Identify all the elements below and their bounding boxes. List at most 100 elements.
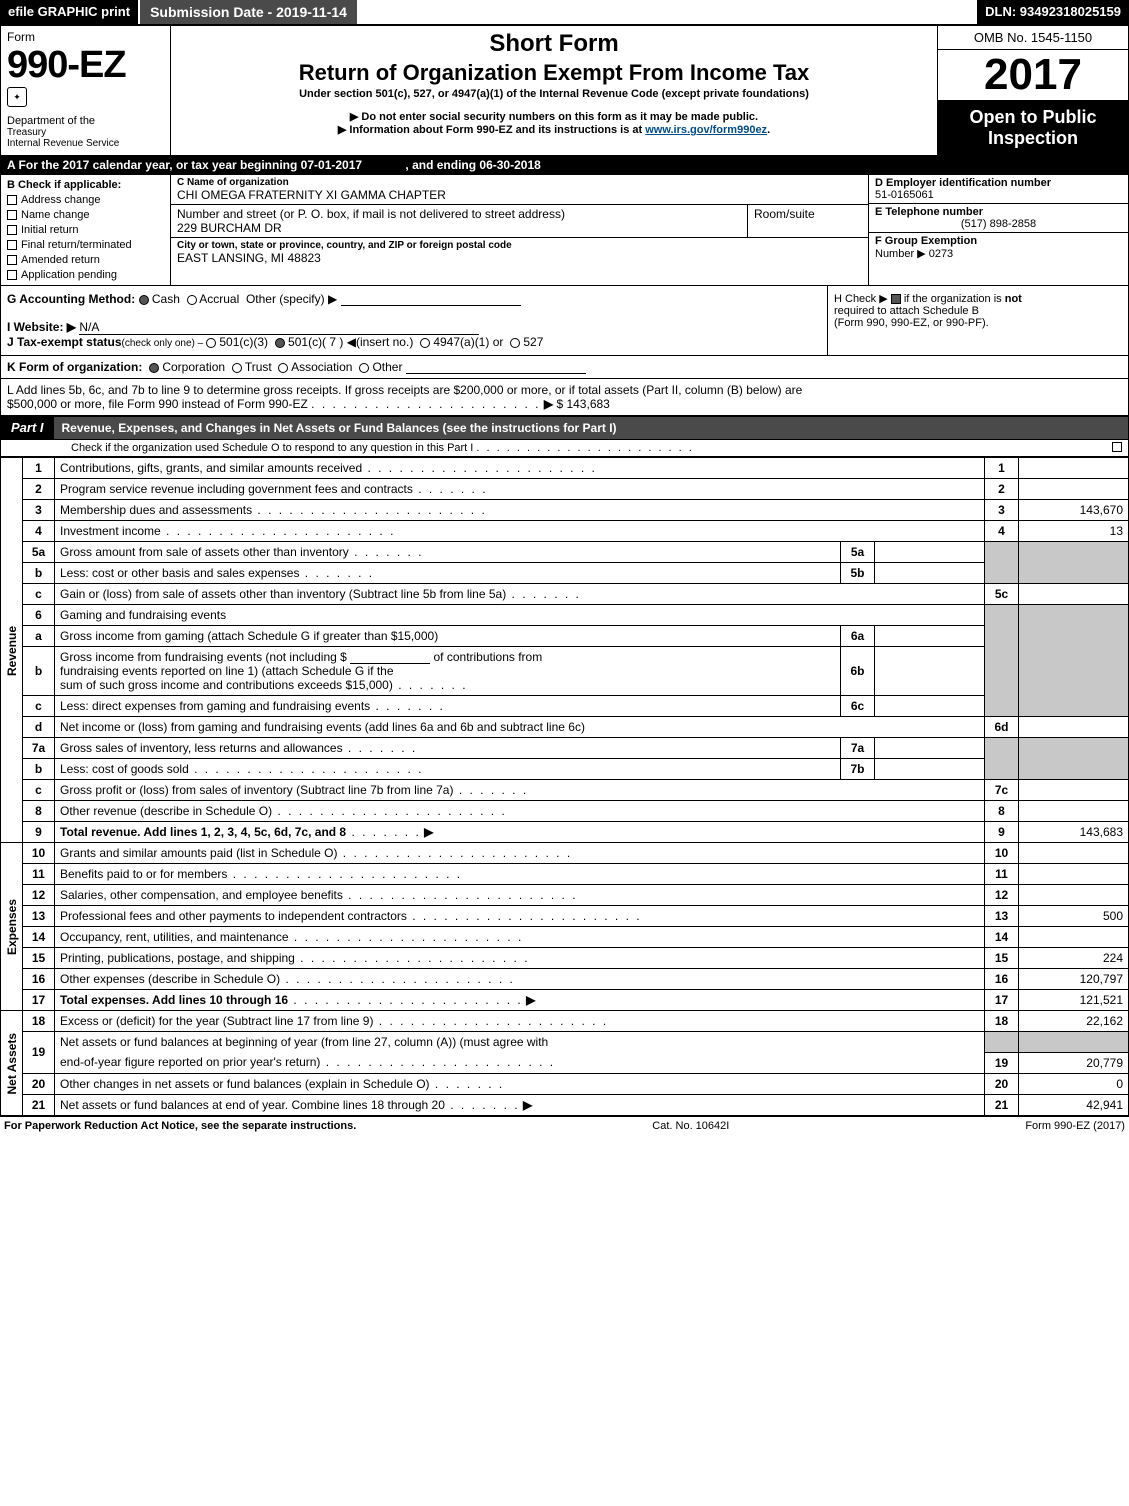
dept-line1: Department of the bbox=[7, 115, 164, 127]
ln-num: 15 bbox=[23, 948, 55, 969]
ln-amt: 500 bbox=[1019, 906, 1129, 927]
irs-logo-icon: ✦ bbox=[7, 87, 27, 107]
ln-desc: Less: cost or other basis and sales expe… bbox=[55, 563, 841, 584]
header-left: Form 990-EZ ✦ Department of the Treasury… bbox=[1, 26, 171, 155]
part1-checkbox-icon[interactable] bbox=[1112, 442, 1122, 452]
room-cell: Room/suite bbox=[748, 205, 868, 237]
ln-amt bbox=[1019, 885, 1129, 906]
chk-address-change[interactable]: Address change bbox=[7, 194, 164, 206]
cal-end: 06-30-2018 bbox=[479, 158, 540, 172]
efile-print-button[interactable]: efile GRAPHIC print bbox=[0, 0, 138, 24]
ln-desc-text: Benefits paid to or for members bbox=[60, 867, 227, 881]
h-line1b: if the organization is bbox=[904, 293, 1005, 305]
radio-501c7-icon[interactable] bbox=[275, 338, 285, 348]
ln-num: 7a bbox=[23, 738, 55, 759]
mini-box: 5b bbox=[841, 563, 875, 584]
chk-name-change[interactable]: Name change bbox=[7, 209, 164, 221]
mini-amt bbox=[875, 759, 985, 780]
line-7a: 7a Gross sales of inventory, less return… bbox=[1, 738, 1129, 759]
ln-num: 5a bbox=[23, 542, 55, 563]
line-19a: 19 Net assets or fund balances at beginn… bbox=[1, 1032, 1129, 1053]
street-value: 229 BURCHAM DR bbox=[177, 221, 741, 235]
radio-cash-icon[interactable] bbox=[139, 295, 149, 305]
line-4: 4 Investment income 4 13 bbox=[1, 521, 1129, 542]
ln-num: b bbox=[23, 647, 55, 696]
j-label: J Tax-exempt status bbox=[7, 335, 122, 349]
ln-desc: Printing, publications, postage, and shi… bbox=[55, 948, 985, 969]
line-6d: d Net income or (loss) from gaming and f… bbox=[1, 717, 1129, 738]
ln-desc: end-of-year figure reported on prior yea… bbox=[55, 1052, 985, 1073]
arrow-icon: ▶ bbox=[424, 825, 433, 839]
line-1: Revenue 1 Contributions, gifts, grants, … bbox=[1, 458, 1129, 479]
mini-amt bbox=[875, 696, 985, 717]
grey-cell bbox=[985, 605, 1019, 717]
box-e: E Telephone number (517) 898-2858 bbox=[869, 204, 1128, 233]
ln-desc: Benefits paid to or for members bbox=[55, 864, 985, 885]
chk-label: Final return/terminated bbox=[21, 239, 132, 251]
g-other-input[interactable] bbox=[341, 292, 521, 306]
group-exemption-value: 0273 bbox=[929, 248, 953, 260]
ln-num: 9 bbox=[23, 822, 55, 843]
ln-box: 14 bbox=[985, 927, 1019, 948]
footer-left: For Paperwork Reduction Act Notice, see … bbox=[4, 1120, 356, 1132]
l6b-input[interactable] bbox=[350, 650, 430, 664]
ln-box: 1 bbox=[985, 458, 1019, 479]
header-right: OMB No. 1545-1150 2017 Open to Public In… bbox=[938, 26, 1128, 155]
h-checkbox-icon[interactable] bbox=[891, 294, 901, 304]
ln-amt: 143,670 bbox=[1019, 500, 1129, 521]
line-5a: 5a Gross amount from sale of assets othe… bbox=[1, 542, 1129, 563]
ln-box: 15 bbox=[985, 948, 1019, 969]
radio-501c3-icon[interactable] bbox=[206, 338, 216, 348]
grey-cell bbox=[1019, 542, 1129, 584]
part1-sub: Check if the organization used Schedule … bbox=[0, 440, 1129, 457]
ln-desc-text: Occupancy, rent, utilities, and maintena… bbox=[60, 930, 289, 944]
info-prefix: ▶ Information about Form 990-EZ and its … bbox=[338, 124, 645, 136]
l6b-d4: sum of such gross income and contributio… bbox=[60, 678, 393, 692]
ln-amt: 0 bbox=[1019, 1073, 1129, 1094]
ln-desc: Contributions, gifts, grants, and simila… bbox=[55, 458, 985, 479]
part1-header: Part I Revenue, Expenses, and Changes in… bbox=[0, 416, 1129, 440]
line-21: 21 Net assets or fund balances at end of… bbox=[1, 1094, 1129, 1115]
chk-label: Application pending bbox=[21, 269, 117, 281]
form-word: Form bbox=[7, 30, 164, 44]
j-note: (check only one) – bbox=[122, 338, 207, 349]
ln-desc-text: Grants and similar amounts paid (list in… bbox=[60, 846, 337, 860]
chk-initial-return[interactable]: Initial return bbox=[7, 224, 164, 236]
ln-desc: Gross income from gaming (attach Schedul… bbox=[55, 626, 841, 647]
form-number: 990-EZ bbox=[7, 44, 164, 87]
footer-right: Form 990-EZ (2017) bbox=[1025, 1120, 1125, 1132]
mini-box: 7b bbox=[841, 759, 875, 780]
ln-desc-text: Less: direct expenses from gaming and fu… bbox=[60, 699, 370, 713]
radio-527-icon[interactable] bbox=[510, 338, 520, 348]
ln-desc: Total revenue. Add lines 1, 2, 3, 4, 5c,… bbox=[55, 822, 985, 843]
open-line2: Inspection bbox=[942, 128, 1124, 149]
ln-box: 8 bbox=[985, 801, 1019, 822]
ln-num: 16 bbox=[23, 969, 55, 990]
chk-amended-return[interactable]: Amended return bbox=[7, 254, 164, 266]
ln-desc: Program service revenue including govern… bbox=[55, 479, 985, 500]
ln-desc: Other changes in net assets or fund bala… bbox=[55, 1073, 985, 1094]
chk-application-pending[interactable]: Application pending bbox=[7, 269, 164, 281]
radio-corp-icon[interactable] bbox=[149, 363, 159, 373]
ln-num: 18 bbox=[23, 1011, 55, 1032]
l-amount: $ 143,683 bbox=[556, 397, 609, 411]
ln-box: 17 bbox=[985, 990, 1019, 1011]
radio-4947-icon[interactable] bbox=[420, 338, 430, 348]
mini-box: 6a bbox=[841, 626, 875, 647]
irs-link[interactable]: www.irs.gov/form990ez bbox=[645, 124, 767, 136]
chk-final-return[interactable]: Final return/terminated bbox=[7, 239, 164, 251]
phone-label: E Telephone number bbox=[875, 206, 1122, 218]
ln-amt: 22,162 bbox=[1019, 1011, 1129, 1032]
radio-trust-icon[interactable] bbox=[232, 363, 242, 373]
k-other-input[interactable] bbox=[406, 360, 586, 374]
radio-assoc-icon[interactable] bbox=[278, 363, 288, 373]
line-9: 9 Total revenue. Add lines 1, 2, 3, 4, 5… bbox=[1, 822, 1129, 843]
ln-num: 21 bbox=[23, 1094, 55, 1115]
radio-accrual-icon[interactable] bbox=[187, 295, 197, 305]
mini-box: 5a bbox=[841, 542, 875, 563]
ln-desc: Gross profit or (loss) from sales of inv… bbox=[55, 780, 985, 801]
ln-box: 5c bbox=[985, 584, 1019, 605]
l-text2: $500,000 or more, file Form 990 instead … bbox=[7, 397, 308, 411]
radio-other-icon[interactable] bbox=[359, 363, 369, 373]
l6b-d1: Gross income from fundraising events (no… bbox=[60, 650, 347, 664]
